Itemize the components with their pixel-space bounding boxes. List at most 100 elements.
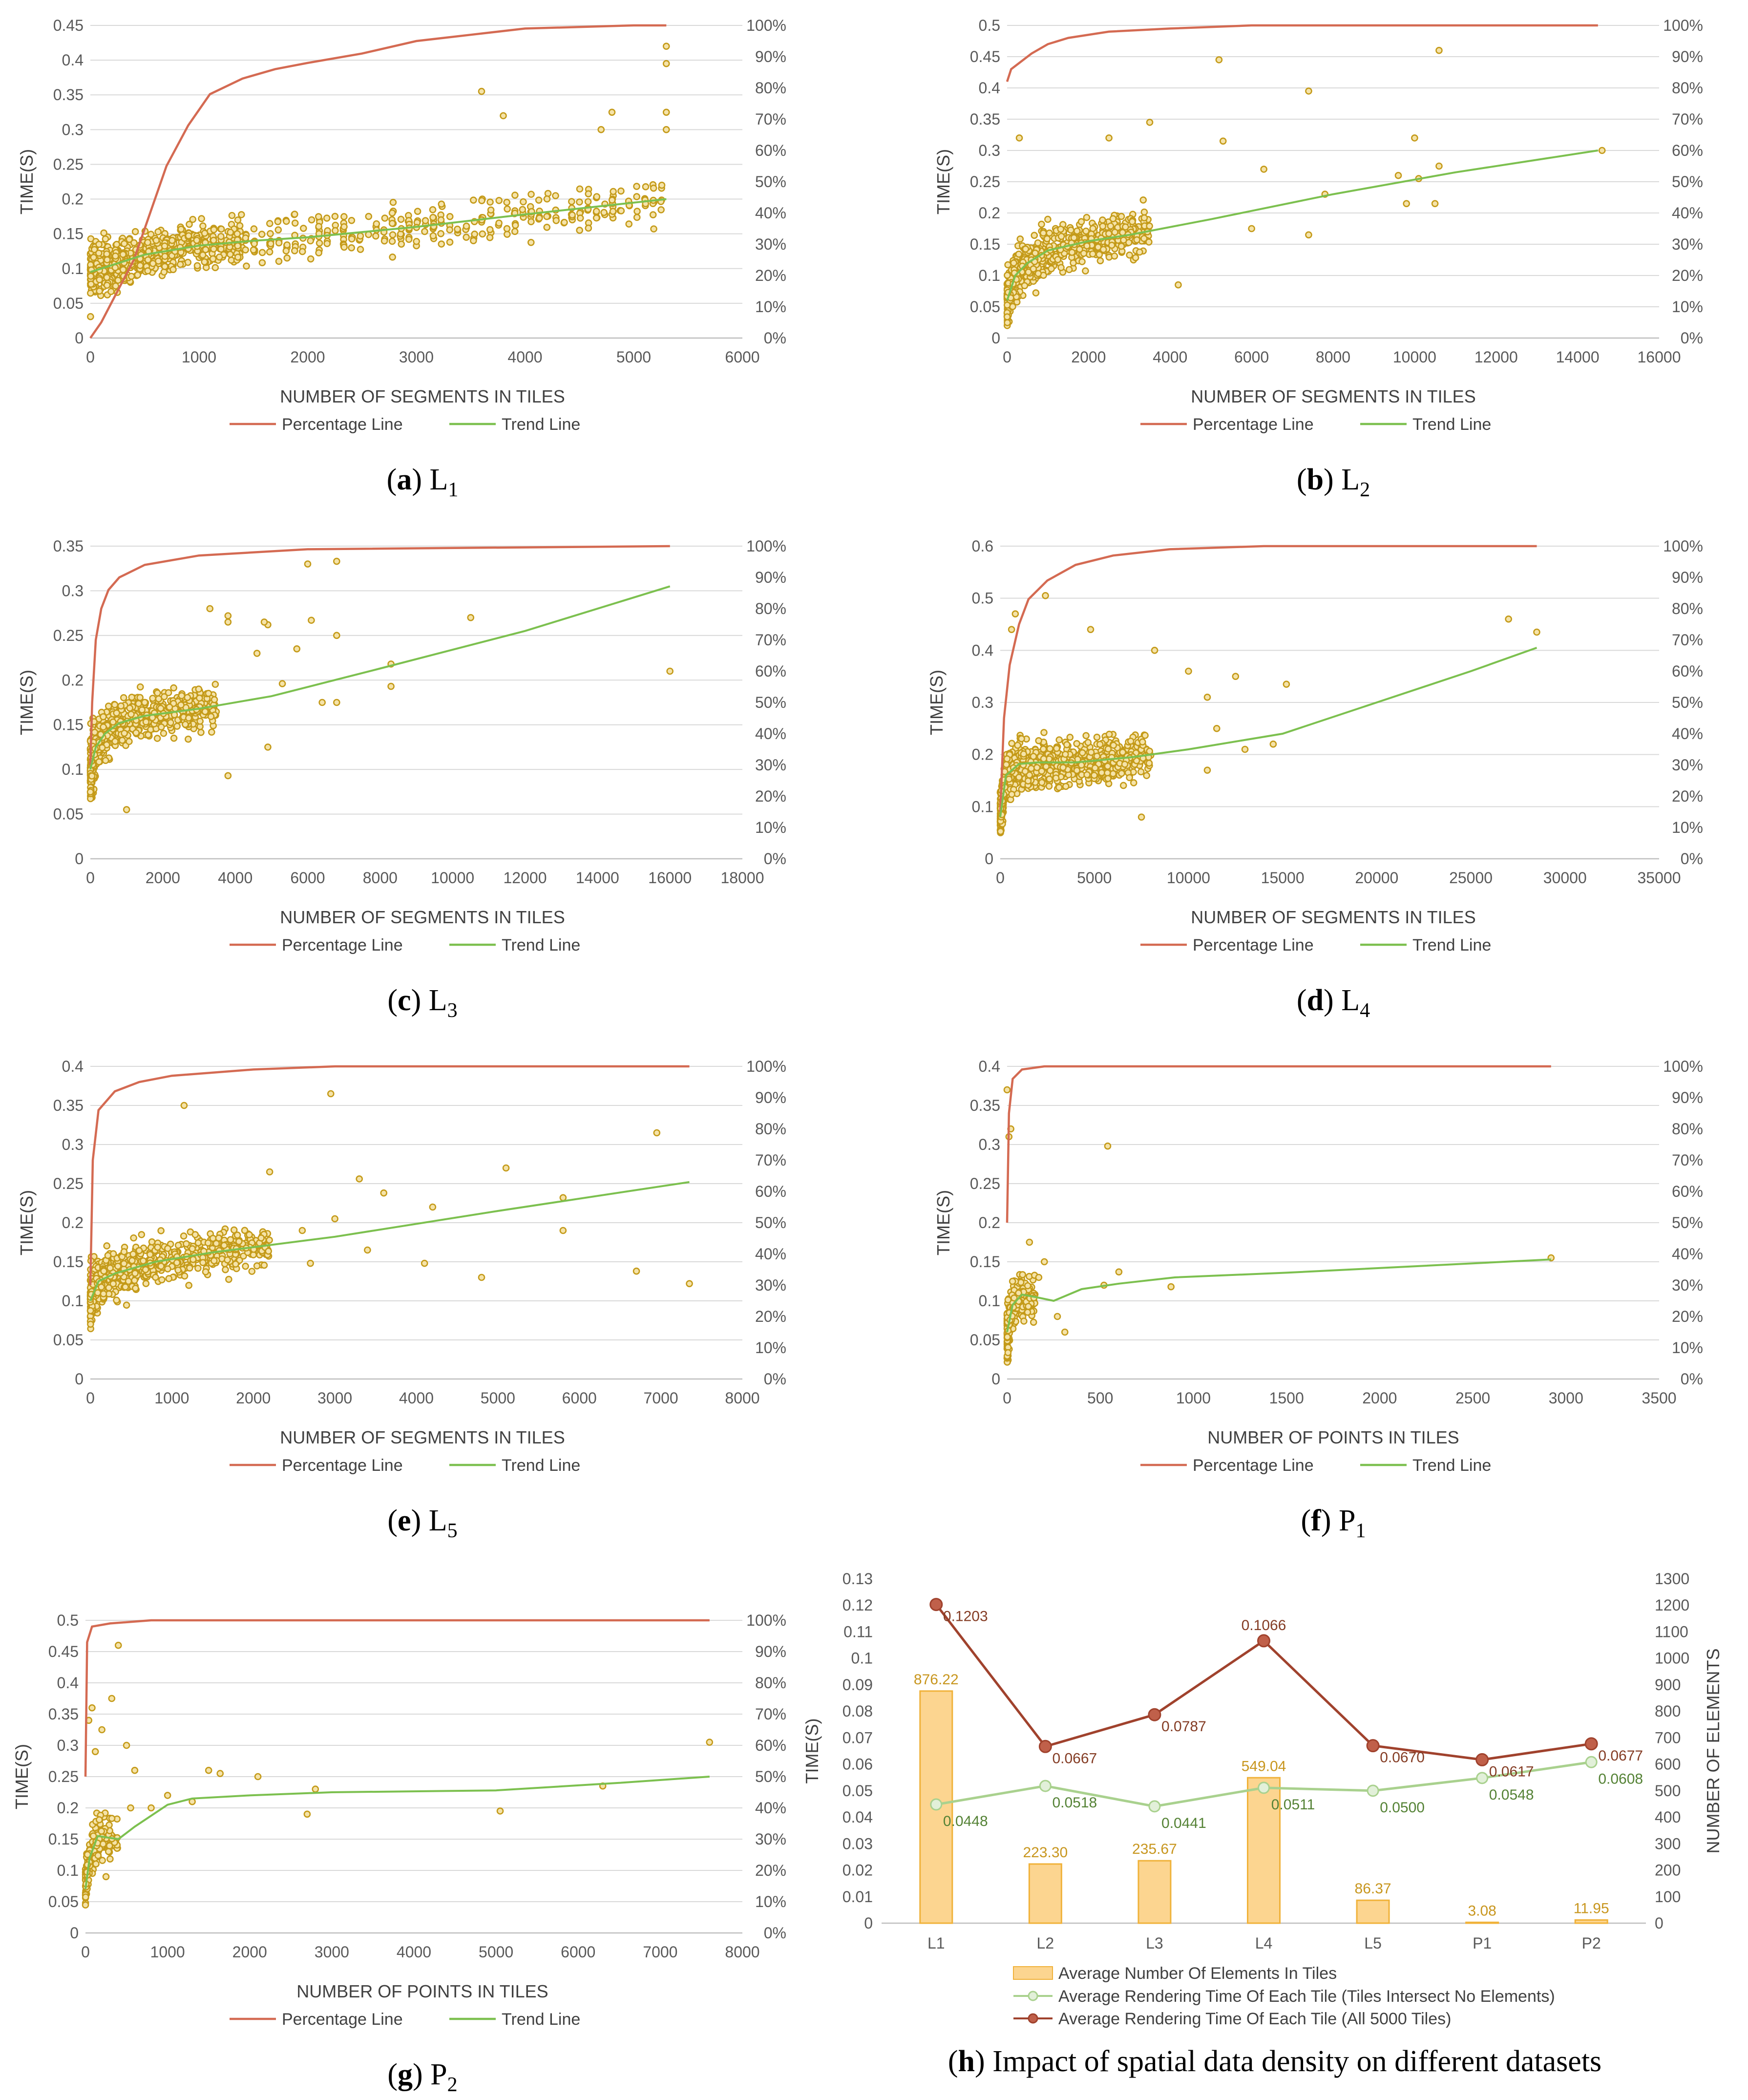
scatter-point: [121, 729, 128, 737]
y2-axis-title: NUMBER OF ELEMENTS: [1703, 1648, 1723, 1853]
scatter-point: [642, 183, 650, 191]
scatter-point: [1067, 226, 1074, 234]
x-tick-label: 16000: [1638, 348, 1681, 366]
series-noel-data-label: 0.0548: [1489, 1787, 1534, 1803]
scatter-point: [87, 313, 94, 320]
scatter-point: [199, 251, 207, 259]
scatter-point: [527, 191, 535, 198]
scatter-point: [104, 256, 111, 264]
legend-trend-label: Trend Line: [1412, 936, 1491, 955]
scatter-point: [1078, 258, 1086, 265]
scatter-point: [190, 1256, 197, 1263]
percentage-line: [1006, 24, 1598, 82]
scatter-point: [121, 240, 128, 248]
scatter-point: [1003, 755, 1011, 763]
scatter-point: [1091, 764, 1099, 772]
scatter-point: [357, 246, 364, 253]
y-tick-label: 0.5: [979, 17, 1000, 34]
bar: [1465, 1921, 1499, 1924]
scatter-point: [96, 287, 103, 295]
scatter-point: [267, 240, 274, 248]
scatter-point: [1080, 250, 1088, 257]
scatter-point: [267, 230, 274, 237]
bar: [1356, 1899, 1390, 1924]
scatter-point: [1104, 775, 1112, 783]
y-tick-label: 0.25: [53, 627, 84, 644]
scatter-point: [1203, 766, 1211, 774]
scatter-point: [315, 213, 322, 220]
scatter-point: [201, 708, 209, 715]
scatter-point: [559, 1194, 567, 1202]
legend-noel-marker: [1028, 1991, 1038, 2001]
y2-tick-label: 800: [1655, 1702, 1681, 1720]
y-tick-label: 0: [991, 329, 1000, 347]
scatter-point: [1082, 267, 1089, 275]
scatter-point: [144, 256, 152, 264]
y2-tick-label: 70%: [1672, 631, 1703, 649]
scatter-point: [128, 694, 136, 701]
scatter-point: [119, 266, 127, 274]
scatter-point: [1005, 775, 1013, 783]
scatter-point: [144, 267, 151, 275]
scatter-point: [1063, 741, 1071, 748]
series-noel-data-label: 0.0441: [1161, 1815, 1206, 1831]
bar-data-label: 3.08: [1468, 1903, 1496, 1919]
x-tick-label: 0: [996, 869, 1005, 887]
scatter-point: [500, 112, 507, 120]
scatter-point: [169, 266, 177, 274]
percentage-line: [84, 1619, 710, 1777]
scatter-point: [592, 208, 600, 215]
y-tick-label: 0.45: [53, 17, 84, 34]
scatter-point: [131, 1766, 139, 1774]
scatter-point: [107, 288, 115, 296]
scatter-point: [348, 244, 355, 252]
x-tick-label: 3000: [317, 1389, 352, 1407]
x-tick-label: 6000: [725, 348, 759, 366]
series-noel-point: [1039, 1780, 1052, 1792]
y-tick-label: 0.05: [970, 298, 1000, 316]
y2-tick-label: 0%: [764, 1924, 786, 1942]
y2-tick-label: 40%: [1672, 1245, 1703, 1263]
scatter-point: [650, 184, 657, 192]
scatter-point: [210, 245, 217, 253]
x-axis-title: NUMBER OF SEGMENTS IN TILES: [280, 386, 565, 406]
scatter-point: [333, 557, 340, 565]
x-tick-label: 0: [1003, 1389, 1011, 1407]
scatter-point: [170, 734, 178, 742]
scatter-point: [446, 213, 454, 220]
scatter-point: [552, 192, 559, 199]
scatter-point: [119, 251, 127, 258]
scatter-point: [662, 42, 670, 50]
scatter-point: [429, 213, 437, 221]
scatter-point: [1505, 615, 1512, 623]
scatter-point: [421, 228, 428, 235]
scatter-point: [662, 126, 670, 133]
scatter-point: [1175, 281, 1182, 289]
y-tick-label: 0.4: [979, 79, 1000, 97]
scatter-point: [274, 218, 282, 225]
scatter-point: [120, 1248, 128, 1255]
scatter-point: [220, 1242, 228, 1249]
y2-tick-label: 70%: [755, 110, 786, 128]
series-noel-data-label: 0.0608: [1598, 1771, 1643, 1787]
scatter-point: [1070, 234, 1078, 242]
scatter-point: [299, 225, 307, 232]
y-tick-label: 0.25: [970, 1175, 1000, 1192]
y2-tick-label: 40%: [755, 1799, 786, 1817]
scatter-point: [103, 274, 111, 281]
scatter-point: [1011, 610, 1019, 617]
scatter-point: [87, 280, 95, 288]
scatter-point: [1021, 767, 1029, 775]
y-tick-label: 0.35: [970, 1097, 1000, 1114]
scatter-point: [511, 228, 519, 235]
scatter-point: [194, 1264, 202, 1272]
series-all-data-label: 0.0670: [1380, 1750, 1425, 1766]
x-axis-title: NUMBER OF POINTS IN TILES: [296, 1981, 548, 2001]
y2-tick-label: 0%: [1681, 1370, 1703, 1388]
scatter-point: [348, 235, 356, 243]
scatter-point: [1052, 774, 1060, 782]
scatter-point: [241, 1227, 249, 1234]
legend-trend-label: Trend Line: [1412, 1456, 1491, 1475]
x-tick-label: P2: [1582, 1934, 1601, 1952]
scatter-point: [1167, 1283, 1175, 1291]
